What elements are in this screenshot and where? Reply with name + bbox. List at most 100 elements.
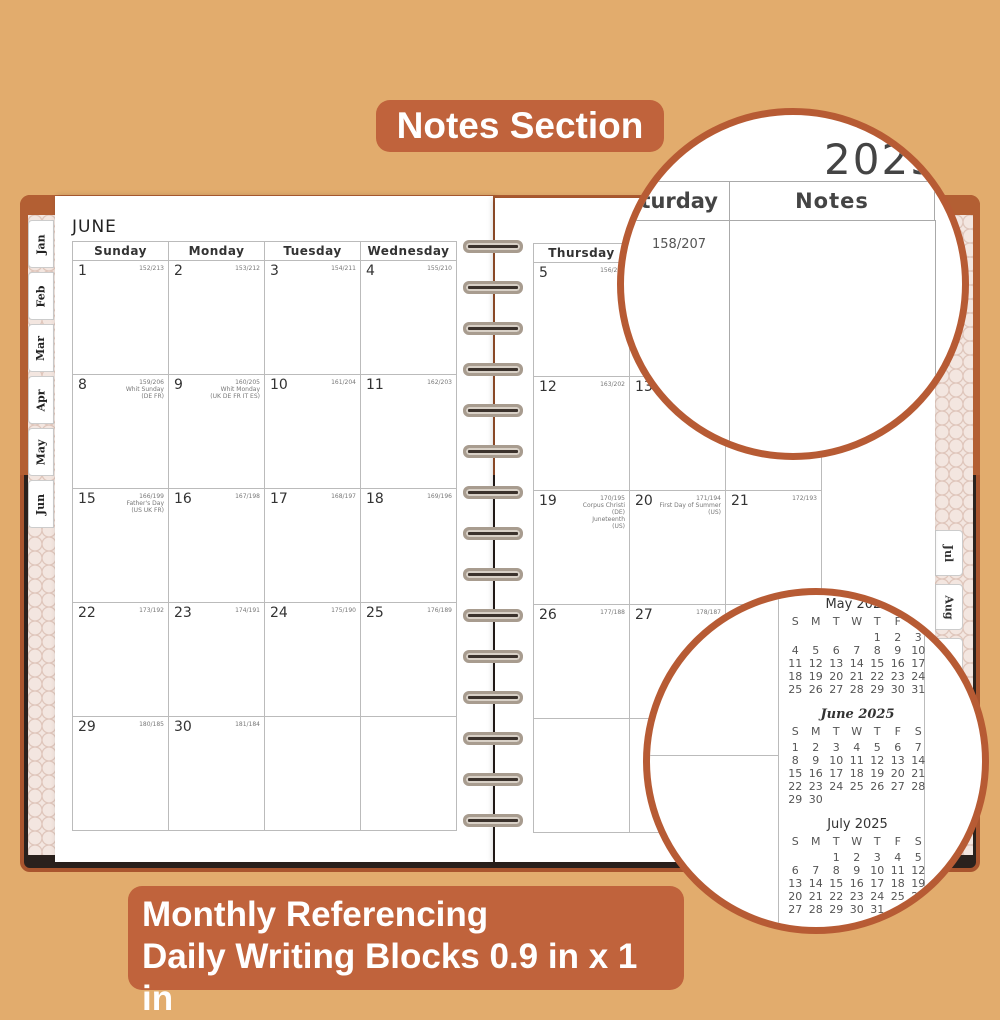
day-cell[interactable]: 15 166/199 Father's Day (US UK FR) [72, 488, 169, 603]
day-cell[interactable] [533, 718, 630, 833]
date: 1 [832, 851, 840, 864]
mini-calendar-title: June 2025 [820, 707, 895, 722]
tab-label: Jun [34, 493, 48, 515]
month-tab-mar[interactable]: Mar [28, 324, 54, 372]
month-tab-jun[interactable]: Jun [28, 480, 54, 528]
day-cell[interactable]: 1 152/213 [72, 260, 169, 375]
weekday-initial: M [811, 725, 821, 738]
date: 14 [849, 657, 864, 670]
day-cell[interactable]: 3 154/211 [264, 260, 361, 375]
spiral-ring [463, 281, 523, 294]
weekday-initial: T [832, 835, 840, 848]
day-cell[interactable]: 20 171/194 First Day of Summer (US) [629, 490, 726, 605]
date: 22 [870, 670, 885, 683]
spiral-ring [463, 609, 523, 622]
day-code: 158/207 [652, 237, 707, 252]
day-number: 25 [366, 605, 384, 621]
day-cell[interactable]: 12 163/202 [533, 376, 630, 491]
day-cell[interactable]: 16 167/198 [168, 488, 265, 603]
feature-line-2: Daily Writing Blocks 0.9 in x 1 in [142, 937, 638, 1018]
date: 31 [870, 903, 885, 916]
date [826, 631, 847, 644]
date: 20 [788, 890, 803, 903]
date: 13 [890, 754, 905, 767]
month-tab-jul[interactable]: Jul [935, 530, 963, 576]
date: 21 [808, 890, 823, 903]
day-cell[interactable]: 5 156/209 [533, 262, 630, 377]
day-cell[interactable]: 24 175/190 [264, 602, 361, 717]
day-code: 170/195 Corpus Christi (DE) Juneteenth (… [582, 495, 625, 530]
date: 29 [788, 793, 803, 806]
mini-calendar: June 2025 S M T W T F S 1 2 3 4 5 6 7 8 9 10 11 12 13 14 15 16 1… [785, 707, 930, 806]
day-cell[interactable]: 18 169/196 [360, 488, 457, 603]
weekday-initial: F [894, 725, 901, 738]
week-row: 6 7 8 9 10 11 12 [785, 864, 930, 877]
weekday-initial: F [894, 615, 901, 628]
day-cell[interactable]: 19 170/195 Corpus Christi (DE) Juneteenth… [533, 490, 630, 605]
weekday-initial: S [791, 615, 799, 628]
date [806, 851, 827, 864]
month-tab-apr[interactable]: Apr [28, 376, 54, 424]
weekday-initial: T [873, 725, 881, 738]
month-tab-jan[interactable]: Jan [28, 220, 54, 268]
mini-calendar-title: July 2025 [827, 817, 888, 832]
day-cell[interactable]: 29 180/185 [72, 716, 169, 831]
week-row: 8 9 10 11 12 13 14 [785, 754, 930, 767]
date: 27 [829, 683, 844, 696]
day-code: 154/211 [331, 265, 356, 272]
day-number: 20 [635, 493, 653, 509]
weekday-initial: T [832, 725, 840, 738]
month-tab-aug[interactable]: Aug [935, 584, 963, 630]
day-cell[interactable] [360, 716, 457, 831]
month-tab-feb[interactable]: Feb [28, 272, 54, 320]
day-cell[interactable]: 22 173/192 [72, 602, 169, 717]
spiral-ring [463, 773, 523, 786]
date: 13 [829, 657, 844, 670]
feature-label: Monthly Referencing Daily Writing Blocks… [128, 886, 684, 1018]
date: 17 [911, 657, 926, 670]
date: 19 [870, 767, 885, 780]
day-cell[interactable]: 10 161/204 [264, 374, 361, 489]
date: 24 [829, 780, 844, 793]
day-number: 19 [539, 493, 557, 509]
date: 12 [808, 657, 823, 670]
date: 26 [911, 890, 926, 903]
day-number: 5 [539, 265, 548, 281]
tab-label: May [34, 439, 48, 465]
date: 8 [873, 644, 881, 657]
day-cell[interactable]: 9 160/205 Whit Monday (UK DE FR IT ES) [168, 374, 265, 489]
month-tab-may[interactable]: May [28, 428, 54, 476]
weekday-initial: W [851, 835, 863, 848]
date [785, 851, 806, 864]
spiral-ring [463, 445, 523, 458]
date: 5 [873, 741, 881, 754]
weekday-initial: M [811, 615, 821, 628]
week-row: 27 28 29 30 31 [785, 903, 930, 916]
date: 9 [853, 864, 861, 877]
date: 23 [890, 670, 905, 683]
day-cell[interactable]: 25 176/189 [360, 602, 457, 717]
mini-calendar: May 2025 S M T W T F S 1 2 3 4 5 6 7 8 9 10 11 12 13 14 15 16 17… [785, 597, 930, 696]
day-cell[interactable]: 2 153/212 [168, 260, 265, 375]
date: 4 [894, 851, 902, 864]
day-cell[interactable]: 17 168/197 [264, 488, 361, 603]
date: 30 [849, 903, 864, 916]
day-code: 177/188 [600, 609, 625, 616]
day-cell[interactable]: 8 159/206 Whit Sunday (DE FR) [72, 374, 169, 489]
day-code: 181/184 [235, 721, 260, 728]
day-number: 15 [78, 491, 96, 507]
day-cell[interactable]: 21 172/193 [725, 490, 822, 605]
day-cell[interactable]: 23 174/191 [168, 602, 265, 717]
day-cell[interactable] [264, 716, 361, 831]
date [785, 631, 806, 644]
day-cell[interactable]: 26 177/188 [533, 604, 630, 719]
day-cell[interactable]: 4 155/210 [360, 260, 457, 375]
mini-calendar: July 2025 S M T W T F S 1 2 3 4 5 6 7 8 9 10 11 12 13 14 15 16 1… [785, 817, 930, 916]
day-cell[interactable]: 11 162/203 [360, 374, 457, 489]
day-cell[interactable]: 30 181/184 [168, 716, 265, 831]
tab-label: Mar [34, 335, 48, 361]
date: 15 [870, 657, 885, 670]
